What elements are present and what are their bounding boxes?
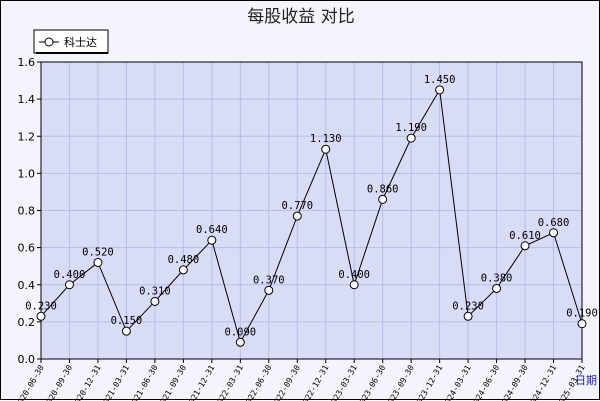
data-point (577, 319, 587, 329)
data-point (435, 85, 445, 95)
x-tick-label: 2020-06-30 (14, 363, 46, 401)
data-label: 0.090 (225, 326, 257, 338)
data-point (292, 211, 302, 221)
legend: 科士达 (33, 29, 109, 54)
x-tick-label: 2020-12-31 (71, 363, 103, 401)
data-point (178, 265, 188, 275)
y-tick-label: 0.0 (18, 353, 36, 366)
data-point (406, 133, 416, 143)
x-tick-label: 2024-12-31 (526, 363, 558, 401)
data-label: 0.520 (82, 246, 114, 258)
legend-label: 科士达 (64, 35, 97, 49)
data-label: 1.450 (424, 74, 456, 86)
data-label: 0.680 (538, 217, 570, 229)
data-label: 0.380 (481, 272, 513, 284)
data-point (235, 337, 245, 347)
y-tick-label: 1.6 (18, 56, 36, 69)
data-point (121, 326, 131, 336)
x-tick-label: 2023-12-31 (412, 363, 444, 401)
data-label: 0.480 (168, 254, 200, 266)
x-tick-label: 2023-06-30 (356, 363, 388, 401)
x-tick-label: 2024-03-31 (441, 363, 473, 401)
y-tick-label: 0.6 (18, 242, 36, 255)
data-label: 0.370 (253, 274, 285, 286)
x-tick-label: 2022-03-31 (213, 363, 245, 401)
x-tick-label: 2021-06-30 (128, 363, 160, 401)
data-point (36, 311, 46, 321)
data-label: 0.400 (54, 269, 86, 281)
data-label: 0.860 (367, 183, 399, 195)
x-tick-label: 2021-12-31 (185, 363, 217, 401)
x-tick-label: 2020-09-30 (42, 363, 74, 401)
data-label: 0.150 (111, 315, 143, 327)
legend-shadow (36, 52, 108, 54)
data-point (264, 285, 274, 295)
plot-border (40, 61, 583, 360)
data-point (378, 194, 388, 204)
x-axis-label: 日期 (575, 374, 597, 387)
data-label: 0.640 (196, 224, 228, 236)
y-tick-label: 0.4 (18, 279, 36, 292)
y-tick-label: 0.8 (18, 205, 36, 218)
data-label: 1.130 (310, 133, 342, 145)
data-point (349, 280, 359, 290)
x-tick-label: 2024-09-30 (498, 363, 530, 401)
data-label: 0.190 (566, 308, 598, 320)
data-point (321, 144, 331, 154)
legend-marker-swatch (44, 37, 54, 47)
data-label: 0.400 (338, 269, 370, 281)
x-tick-label: 2023-03-31 (327, 363, 359, 401)
x-tick-label: 2022-12-31 (299, 363, 331, 401)
y-tick-label: 1.4 (18, 93, 36, 106)
data-label: 0.310 (139, 285, 171, 297)
data-point (64, 280, 74, 290)
x-tick-label: 2022-06-30 (242, 363, 274, 401)
series-line (40, 88, 583, 344)
data-point (520, 241, 530, 251)
data-label: 1.190 (395, 122, 427, 134)
x-tick-label: 2021-09-30 (156, 363, 188, 401)
data-label: 0.230 (25, 300, 57, 312)
chart-title: 每股收益 对比 (247, 7, 354, 27)
y-tick-label: 1.0 (18, 167, 36, 180)
data-label: 0.770 (281, 200, 313, 212)
data-point (463, 311, 473, 321)
x-tick-label: 2023-09-30 (384, 363, 416, 401)
data-point (150, 296, 160, 306)
x-tick-label: 2021-03-31 (99, 363, 131, 401)
data-label: 0.610 (509, 230, 541, 242)
data-point (207, 235, 217, 245)
data-point (549, 228, 559, 238)
y-tick-label: 1.2 (18, 130, 36, 143)
data-label: 0.230 (452, 300, 484, 312)
data-point (492, 283, 502, 293)
y-tick-label: 0.2 (18, 316, 36, 329)
x-tick-label: 2024-06-30 (469, 363, 501, 401)
data-point (93, 257, 103, 267)
x-tick-label: 2022-09-30 (270, 363, 302, 401)
